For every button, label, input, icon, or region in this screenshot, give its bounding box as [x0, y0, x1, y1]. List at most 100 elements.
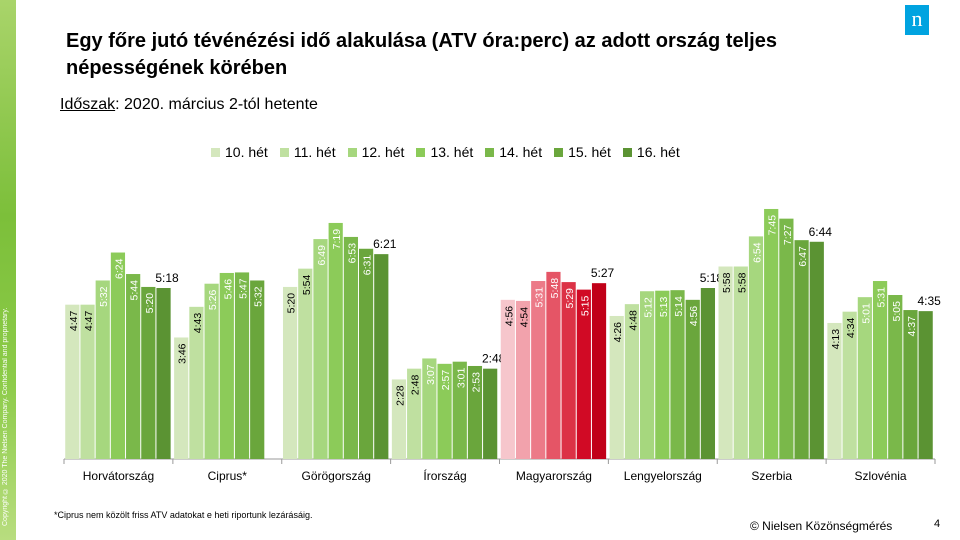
data-label: 4:35	[917, 294, 941, 308]
legend-item: 15. hét	[554, 144, 611, 160]
data-label: 4:56	[503, 306, 515, 327]
bar	[328, 222, 343, 459]
bar	[700, 288, 716, 459]
data-label: 2:48	[482, 352, 506, 366]
bar	[343, 236, 358, 459]
data-label: 4:37	[906, 316, 918, 337]
data-label: 5:18	[155, 271, 179, 285]
data-label: 5:27	[591, 266, 615, 280]
data-label: 6:21	[373, 237, 397, 251]
data-label: 4:54	[519, 307, 531, 328]
data-label: 6:44	[809, 225, 833, 239]
bar	[903, 310, 918, 459]
data-label: 3:01	[455, 368, 467, 389]
chart-legend: 10. hét 11. hét 12. hét 13. hét 14. hét 15. h…	[211, 144, 692, 160]
bar	[655, 290, 670, 459]
bar	[591, 283, 607, 459]
bar	[95, 280, 110, 459]
bar	[234, 272, 250, 459]
data-label: 5:44	[129, 280, 141, 301]
data-label: 5:31	[876, 287, 888, 308]
bar	[842, 311, 857, 459]
bar	[282, 286, 298, 459]
legend-item: 13. hét	[416, 144, 473, 160]
legend-item: 16. hét	[622, 144, 680, 160]
data-label: 5:32	[253, 286, 265, 307]
data-label: 5:01	[860, 303, 872, 324]
data-label: 5:31	[534, 287, 546, 308]
data-label: 2:53	[470, 372, 482, 393]
data-label: 4:48	[627, 310, 639, 331]
data-label: 3:46	[177, 343, 189, 364]
bar	[250, 280, 265, 459]
bar	[918, 311, 933, 459]
legend-swatch	[211, 147, 220, 157]
data-label: 5:54	[301, 274, 313, 295]
data-label: 5:20	[144, 293, 156, 314]
bar	[500, 299, 515, 459]
category-label: Írország	[423, 468, 466, 483]
data-label: 5:29	[564, 288, 576, 309]
legend-swatch	[347, 147, 357, 157]
legend-swatch	[279, 147, 289, 157]
bar	[576, 289, 591, 459]
data-label: 6:31	[362, 255, 374, 276]
data-label: 7:45	[767, 215, 779, 236]
data-label: 5:32	[98, 286, 110, 307]
bar	[531, 281, 546, 459]
bar	[794, 240, 809, 459]
bar	[126, 274, 141, 459]
bar	[141, 286, 156, 459]
bar	[640, 291, 655, 459]
data-label: 6:54	[751, 242, 763, 263]
bar	[809, 241, 824, 459]
brand-credit: © Nielsen Közönségmérés	[750, 519, 893, 533]
bar	[452, 361, 467, 459]
data-label: 2:48	[410, 375, 422, 396]
legend-item: 14. hét	[485, 144, 542, 160]
legend-item: 12. hét	[347, 144, 404, 160]
bar	[827, 322, 842, 459]
period-line: Időszak: 2020. március 2-tól hetente	[60, 96, 318, 114]
data-label: 5:18	[700, 271, 724, 285]
bar	[872, 281, 888, 459]
legend-swatch	[485, 147, 495, 157]
data-label: 6:24	[113, 258, 125, 279]
category-label: Lengyelország	[624, 469, 702, 483]
legend-label: 11. hét	[293, 144, 336, 160]
data-label: 4:13	[830, 329, 842, 350]
bar	[609, 315, 624, 459]
bar	[764, 208, 779, 459]
data-label: 2:57	[440, 370, 452, 391]
bar	[857, 297, 872, 459]
data-label: 5:14	[673, 296, 685, 317]
period-value: : 2020. március 2-tól hetente	[115, 96, 318, 113]
bar	[748, 236, 764, 459]
page-number: 4	[934, 518, 941, 530]
category-label: Szlovénia	[855, 469, 907, 483]
category-label: Görögország	[302, 469, 371, 483]
data-label: 5:13	[658, 297, 670, 318]
data-label: 5:47	[238, 278, 250, 299]
legend-label: 10. hét	[225, 144, 268, 160]
legend-swatch	[622, 147, 632, 157]
category-label: Horvátország	[83, 469, 154, 483]
left-decorative-strip: Copyright © 2020 The Nielsen Company. Co…	[0, 0, 16, 540]
data-label: 3:07	[425, 364, 437, 385]
bar	[407, 368, 422, 459]
bar	[422, 358, 437, 459]
bar	[670, 290, 685, 459]
nielsen-logo-icon: n	[905, 5, 929, 35]
page-title: Egy főre jutó tévénézési idő alakulása (…	[66, 30, 777, 79]
bar	[313, 239, 328, 459]
data-label: 7:19	[331, 229, 343, 250]
bar	[374, 254, 389, 459]
legend-label: 16. hét	[636, 144, 680, 160]
data-label: 5:12	[643, 297, 655, 318]
data-label: 6:53	[346, 243, 358, 264]
data-label: 4:56	[688, 306, 700, 327]
bar	[65, 304, 80, 459]
bar	[483, 368, 498, 459]
bar	[110, 252, 126, 459]
